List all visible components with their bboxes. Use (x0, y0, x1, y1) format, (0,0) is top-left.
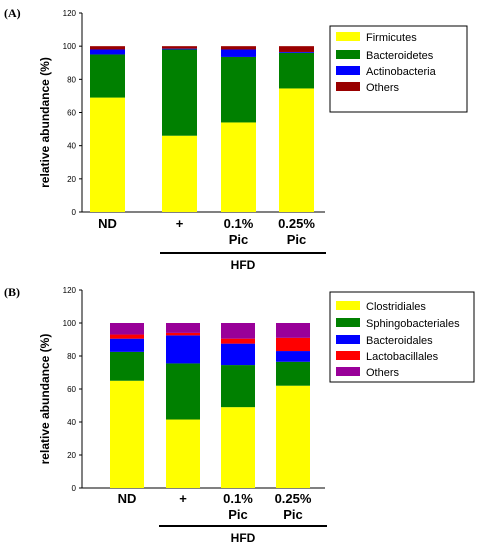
y-tick-label: 80 (67, 75, 76, 84)
bar-segment (166, 335, 200, 364)
bar-segment (166, 323, 200, 333)
bar-segment (276, 351, 310, 362)
bar-segment (162, 48, 197, 50)
bar-segment (110, 351, 144, 381)
bar-segment (221, 56, 256, 123)
x-tick-label: Pic (228, 507, 248, 522)
x-tick-label: 0.25% (275, 491, 312, 506)
legend-entry: Clostridiales (366, 301, 426, 313)
y-tick-label: 40 (67, 142, 76, 151)
x-tick-label: ND (118, 491, 137, 506)
bar-segment (110, 380, 144, 488)
legend-entry: Firmicutes (366, 32, 417, 44)
bar-segment (110, 338, 144, 352)
bar-segment (221, 49, 256, 57)
bar-segment (90, 49, 125, 55)
y-tick-label: 100 (63, 319, 77, 328)
x-tick-label: Pic (229, 232, 249, 247)
panel-a: (A) 0 20 40 60 80 100 120 relative abundance (%… (4, 6, 468, 272)
bar-segment (162, 46, 197, 49)
bar-segment (279, 88, 314, 212)
group-label: HFD (231, 258, 256, 272)
bar-segment (162, 135, 197, 212)
legend-swatch (336, 367, 360, 376)
panel-label-b: (B) (4, 285, 20, 299)
bar-segment (90, 97, 125, 212)
legend-entry: Actinobacteria (366, 66, 437, 78)
y-tick-label: 20 (67, 175, 76, 184)
x-tick-label: ND (98, 216, 117, 231)
x-tick-label: + (176, 216, 184, 231)
legend-entry: Others (366, 82, 400, 94)
x-tick-label: Pic (283, 507, 303, 522)
bar-segment (279, 51, 314, 53)
bar-segment (166, 332, 200, 336)
legend-entry: Others (366, 367, 400, 379)
bar-segment (221, 365, 255, 408)
y-tick-label: 60 (67, 385, 76, 394)
y-tick-label: 0 (72, 484, 77, 493)
legend-swatch (336, 50, 360, 59)
bar-segment (166, 419, 200, 488)
x-tick-label: 0.25% (278, 216, 315, 231)
bar-segment (276, 361, 310, 386)
bar-segment (221, 323, 255, 339)
y-tick-label: 100 (63, 42, 77, 51)
legend-swatch (336, 335, 360, 344)
y-tick-label: 120 (63, 9, 77, 18)
bar-segment (221, 343, 255, 366)
legend-swatch (336, 66, 360, 75)
legend-swatch (336, 351, 360, 360)
panel-label-a: (A) (4, 6, 21, 20)
x-tick-label: 0.1% (224, 216, 254, 231)
y-axis-label: relative abundance (%) (38, 334, 52, 465)
y-tick-label: 120 (63, 286, 77, 295)
x-tick-label: + (179, 491, 187, 506)
bar-segment (110, 334, 144, 339)
bar-segment (90, 46, 125, 50)
y-tick-label: 20 (67, 451, 76, 460)
legend-swatch (336, 82, 360, 91)
y-axis-label: relative abundance (%) (38, 57, 52, 188)
bar-segment (279, 52, 314, 89)
y-tick-label: 40 (67, 418, 76, 427)
bar-segment (276, 337, 310, 352)
bar-segment (221, 407, 255, 488)
bar-segment (276, 323, 310, 338)
y-tick-label: 60 (67, 109, 76, 118)
group-label: HFD (231, 531, 256, 545)
bar-segment (221, 46, 256, 50)
bar-segment (279, 46, 314, 52)
legend-swatch (336, 32, 360, 41)
y-tick-label: 0 (72, 208, 77, 217)
legend-swatch (336, 318, 360, 327)
y-tick-label: 80 (67, 352, 76, 361)
legend-entry: Bacteroidales (366, 335, 433, 347)
bar-segment (166, 363, 200, 420)
bar-segment (221, 338, 255, 344)
legend-swatch (336, 301, 360, 310)
x-tick-label: 0.1% (223, 491, 253, 506)
bar-segment (276, 385, 310, 488)
panel-b: (B) 0 20 40 60 80 100 120 relative abundance (%… (4, 285, 475, 545)
bar-segment (221, 122, 256, 212)
legend-entry: Bacteroidetes (366, 50, 434, 62)
x-tick-label: Pic (287, 232, 307, 247)
bar-segment (110, 323, 144, 335)
bar-segment (162, 49, 197, 136)
bar-segment (90, 54, 125, 98)
legend-entry: Lactobacillales (366, 351, 439, 363)
legend-entry: Sphingobacteriales (366, 318, 460, 330)
